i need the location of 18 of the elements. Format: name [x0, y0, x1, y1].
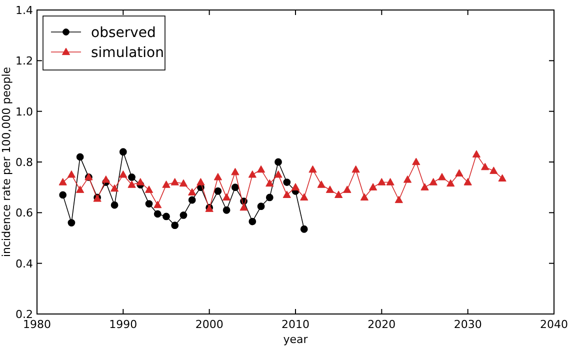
y-tick-label: 1.2 — [16, 54, 33, 68]
x-tick-label: 2030 — [454, 318, 482, 331]
x-tick-label: 2000 — [195, 318, 224, 331]
legend-label: observed — [91, 25, 156, 41]
legend-label: simulation — [91, 45, 164, 61]
x-tick-label: 1990 — [109, 318, 138, 331]
x-tick-label: 2040 — [540, 318, 568, 331]
y-tick-label: 0.6 — [16, 206, 33, 220]
y-tick-label: 1.0 — [16, 105, 33, 118]
y-tick-label: 1.4 — [16, 4, 33, 17]
x-axis-title: year — [283, 333, 308, 346]
y-axis-title: incidence rate per 100,000 people — [0, 66, 13, 258]
y-tick-label: 0.4 — [16, 257, 33, 270]
x-tick-label: 1980 — [23, 318, 51, 331]
x-tick-label: 2020 — [368, 318, 396, 331]
y-tick-label: 0.2 — [16, 308, 33, 321]
x-tick-label: 2010 — [282, 318, 310, 331]
y-tick-label: 0.8 — [16, 156, 33, 169]
